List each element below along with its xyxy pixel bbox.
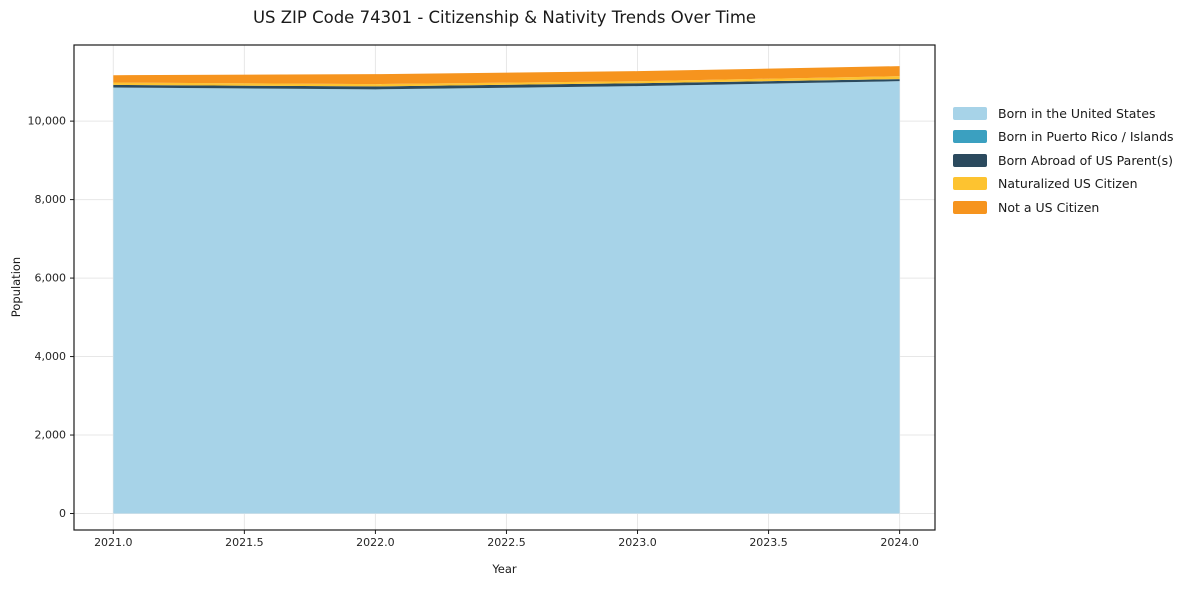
legend-label: Born in Puerto Rico / Islands <box>998 129 1174 144</box>
x-tick-label: 2021.0 <box>94 536 133 549</box>
x-tick-label: 2024.0 <box>880 536 919 549</box>
x-axis: 2021.0 2021.5 2022.0 2022.5 2023.0 2023.5 2024… <box>94 530 919 549</box>
area-born-in-the-united-states <box>113 81 900 514</box>
x-axis-label: Year <box>492 562 517 576</box>
legend-item-born-abroad: Born Abroad of US Parent(s) <box>953 152 1174 168</box>
legend-label: Born Abroad of US Parent(s) <box>998 152 1173 168</box>
plot-frame <box>73 44 936 531</box>
legend-swatch-born-puerto-rico <box>953 130 987 143</box>
y-tick-label: 8,000 <box>35 193 67 206</box>
legend-swatch-not-citizen <box>953 200 987 214</box>
x-tick-label: 2021.5 <box>225 536 264 549</box>
chart-title: US ZIP Code 74301 - Citizenship & Nativi… <box>252 8 757 27</box>
x-tick-label: 2022.0 <box>356 536 395 549</box>
y-tick-label: 2,000 <box>35 429 67 442</box>
y-tick-label: 4,000 <box>35 350 67 363</box>
x-tick-label: 2023.0 <box>618 536 657 549</box>
x-tick-label: 2022.5 <box>487 536 526 549</box>
legend-item-naturalized: Naturalized US Citizen <box>953 176 1174 191</box>
y-axis: 0 2,000 4,000 6,000 8,000 10,000 <box>28 115 74 520</box>
area-not-a-us-citizen <box>113 66 900 85</box>
y-tick-label: 10,000 <box>28 115 67 128</box>
legend-item-not-citizen: Not a US Citizen <box>953 199 1174 215</box>
legend-swatch-born-abroad <box>953 153 987 167</box>
x-tick-label: 2023.5 <box>749 536 788 549</box>
y-tick-label: 6,000 <box>35 272 67 285</box>
legend-item-born-in-us: Born in the United States <box>953 105 1174 121</box>
area-naturalized-us-citizen <box>113 76 900 87</box>
legend-item-born-puerto-rico: Born in Puerto Rico / Islands <box>953 129 1174 144</box>
y-axis-label: Population <box>9 256 23 318</box>
area-born-abroad-of-us-parent-s <box>113 79 900 90</box>
legend-label: Naturalized US Citizen <box>998 176 1138 191</box>
legend-swatch-naturalized <box>953 177 987 190</box>
y-tick-label: 0 <box>59 507 66 520</box>
legend: Born in the United States Born in Puerto… <box>953 105 1174 215</box>
legend-label: Born in the United States <box>998 105 1156 121</box>
legend-swatch-born-in-us <box>953 106 987 120</box>
legend-label: Not a US Citizen <box>998 199 1100 215</box>
